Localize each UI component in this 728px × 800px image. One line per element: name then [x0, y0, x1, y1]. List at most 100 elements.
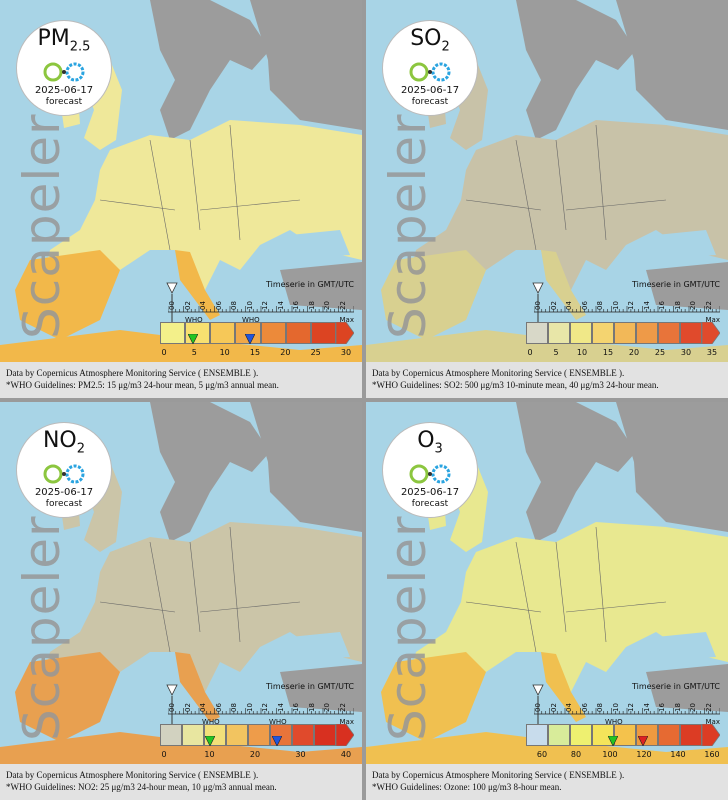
scale-ticks: 051015202530515: [160, 348, 354, 360]
who-label: WHO: [202, 718, 220, 726]
credit-text: Data by Copernicus Atmosphere Monitoring…: [6, 770, 259, 780]
max-label: Max: [339, 316, 354, 324]
hour-timeline: 000204060810121416182022: [168, 692, 354, 716]
europe-map: [0, 0, 362, 362]
timeline-axis: [168, 306, 354, 313]
logo-left-loop: [43, 62, 63, 82]
black-sea: [656, 632, 716, 660]
scale-tick-label: 35: [706, 348, 718, 357]
credit-text: Data by Copernicus Atmosphere Monitoring…: [372, 368, 625, 378]
scale-tick-label: 120: [636, 750, 652, 759]
who-green-marker-icon: [188, 334, 198, 344]
scale-swatch: [260, 322, 286, 344]
scale-max-arrow: [702, 724, 720, 746]
scale-tick-label: 10: [204, 750, 215, 759]
turkey-land: [646, 262, 728, 310]
scandinavia-land: [150, 0, 270, 140]
scale-swatch: [570, 322, 592, 344]
turkey-land: [280, 262, 362, 310]
border-line: [99, 199, 176, 211]
scale-swatch: [658, 322, 680, 344]
scale-max-arrow-icon: [702, 724, 720, 746]
scandinavia-land: [516, 0, 636, 140]
scale-swatch: [226, 724, 248, 746]
scale-tick-label: 140: [670, 750, 686, 759]
scale-tick-label: 20: [280, 348, 291, 357]
who-marker-triangle: [245, 334, 255, 344]
logo-left-loop: [409, 62, 429, 82]
pollutant-formula: PM: [37, 26, 70, 51]
credit-text: Data by Copernicus Atmosphere Monitoring…: [372, 770, 625, 780]
italy-land: [175, 250, 220, 320]
current-time-stem: [537, 696, 539, 724]
pollutant-formula: NO: [42, 428, 77, 453]
scale-tick-label: 0: [527, 348, 533, 357]
guideline-text: *WHO Guidelines: NO2: 25 μg/m3 24-hour m…: [6, 782, 277, 792]
border-line: [149, 139, 171, 251]
continent-land: [40, 120, 362, 310]
logo-center-dot: [62, 70, 66, 75]
current-time-arrow: [532, 684, 544, 696]
forecast-label: forecast: [45, 499, 83, 510]
panel-o3: Scapeler O3 2025-06-17 forecast Timeserie in…: [366, 402, 728, 800]
continent-land: [406, 522, 728, 712]
scale-swatch: [548, 322, 570, 344]
pollutant-subscript: 2.5: [69, 39, 91, 55]
scale-tick-label: 20: [249, 750, 261, 759]
pollutant-name: NO2: [17, 429, 111, 461]
scale-swatch: [292, 724, 314, 746]
hour-timeline: 000204060810121416182022: [534, 692, 720, 716]
current-time-marker-icon: [532, 684, 544, 696]
who-blue-marker-icon: [272, 736, 282, 746]
pollutant-subscript: 3: [434, 441, 443, 457]
max-label: Max: [705, 316, 720, 324]
hour-timeline: 000204060810121416182022: [534, 290, 720, 314]
who-label: WHO: [185, 316, 203, 324]
pollutant-name: PM2.5: [17, 27, 111, 59]
italy-land: [541, 652, 586, 722]
border-line: [465, 199, 542, 211]
border-line: [595, 526, 607, 643]
border-line: [515, 541, 537, 653]
scale-tick-label: 25: [654, 348, 666, 357]
scale-tick-label: 0: [161, 348, 167, 357]
scale-tick-label: 5: [191, 348, 197, 357]
pollutant-subscript: 2: [76, 441, 86, 457]
border-line: [565, 199, 667, 211]
who-red-marker-icon: [638, 736, 648, 746]
data-caption: Data by Copernicus Atmosphere Monitoring…: [366, 764, 728, 800]
who-marker-triangle: [608, 736, 618, 746]
forecast-date: 2025-06-17: [34, 487, 94, 499]
scale-tick-label: 30: [340, 348, 352, 357]
north-africa-land: [0, 330, 362, 362]
logo-right-loop: [431, 62, 451, 82]
scale-ticks: 0 5 10 15 20 25 30 35: [526, 348, 720, 360]
timeline-axis: [168, 708, 354, 715]
border-line: [189, 541, 201, 633]
russia-north-land: [616, 0, 728, 130]
guideline-text: *WHO Guidelines: PM2.5: 15 μg/m3 24-hour…: [6, 380, 279, 390]
continent-land: [406, 120, 728, 310]
who-marker-triangle: [272, 736, 282, 746]
infinity-logo-icon: [409, 464, 451, 484]
timeline-axis: [534, 306, 720, 313]
scale-tick-label: 30: [680, 348, 692, 357]
current-time-arrow: [166, 282, 178, 294]
scale-swatch: [160, 322, 186, 344]
black-sea: [290, 230, 350, 258]
logo-right-loop: [65, 464, 85, 484]
iberia-land: [381, 652, 486, 742]
logo-right-loop: [431, 464, 451, 484]
data-caption: Data by Copernicus Atmosphere Monitoring…: [0, 764, 362, 800]
forecast-label: forecast: [411, 499, 449, 510]
iberia-land: [15, 652, 120, 742]
who-marker-triangle: [638, 736, 648, 746]
continent-land: [40, 522, 362, 712]
pollutant-badge: PM2.5 2025-06-17 forecast: [16, 20, 112, 116]
scale-max-arrow-icon: [336, 322, 354, 344]
max-label: Max: [339, 718, 354, 726]
border-line: [595, 124, 607, 241]
who-label: WHO: [242, 316, 260, 324]
logo-center-dot: [428, 70, 432, 75]
scale-swatch: [680, 322, 702, 344]
